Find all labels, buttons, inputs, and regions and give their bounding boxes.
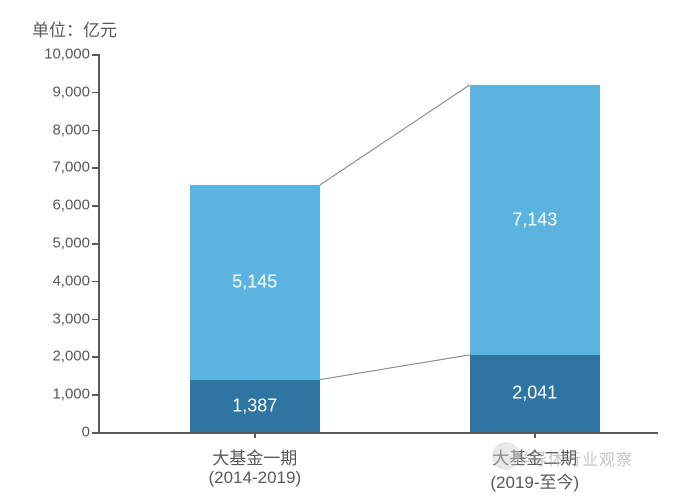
watermark-text-label: 半导体行业观察 xyxy=(514,452,633,469)
y-axis-line xyxy=(98,54,100,432)
unit-label-text: 单位：亿元 xyxy=(32,21,117,40)
y-tick-label: 4,000 xyxy=(0,272,90,289)
watermark-text: 半导体行业观察 xyxy=(514,446,633,470)
x-category-label-line2: (2014-2019) xyxy=(208,468,301,488)
x-tick-mark xyxy=(254,432,256,438)
bar-top-value-label: 5,145 xyxy=(232,272,277,293)
y-tick-label: 10,000 xyxy=(0,46,90,63)
y-tick-label: 6,000 xyxy=(0,197,90,214)
x-category-label-line2: (2019-至今) xyxy=(490,468,579,493)
y-tick-label: 5,000 xyxy=(0,235,90,252)
y-tick-label: 8,000 xyxy=(0,121,90,138)
y-tick-label: 9,000 xyxy=(0,83,90,100)
connector-line xyxy=(320,85,470,185)
x-tick-mark xyxy=(534,432,536,438)
y-tick-label: 7,000 xyxy=(0,159,90,176)
x-category-label-line1: 大基金一期 xyxy=(212,444,297,469)
bar-top-value-label: 7,143 xyxy=(512,209,557,230)
bar-bottom-value-label: 1,387 xyxy=(232,395,277,416)
y-tick-label: 3,000 xyxy=(0,310,90,327)
connector-line xyxy=(320,355,470,380)
y-tick-label: 0 xyxy=(0,424,90,441)
bar-bottom-value-label: 2,041 xyxy=(512,383,557,404)
unit-label: 单位：亿元 xyxy=(32,16,117,41)
x-axis-line xyxy=(98,432,658,434)
y-tick-label: 1,000 xyxy=(0,386,90,403)
y-tick-label: 2,000 xyxy=(0,348,90,365)
